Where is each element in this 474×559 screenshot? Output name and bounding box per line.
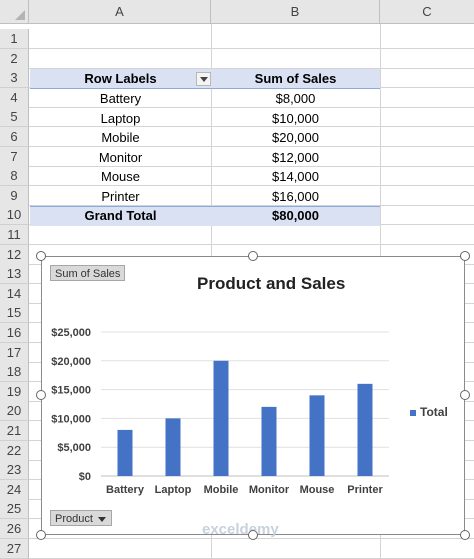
x-tick-label: Printer bbox=[347, 484, 383, 496]
x-tick-label: Laptop bbox=[155, 484, 192, 496]
pivot-row-value: $14,000 bbox=[272, 169, 319, 185]
row-labels-filter-button[interactable] bbox=[196, 72, 211, 86]
pivot-row-value: $20,000 bbox=[272, 130, 319, 146]
pivot-row-value: $8,000 bbox=[275, 91, 316, 106]
x-tick-label: Mobile bbox=[204, 484, 239, 496]
chart-title[interactable]: Product and Sales bbox=[197, 274, 346, 293]
legend-label[interactable]: Total bbox=[420, 405, 448, 419]
pivot-total-row bbox=[30, 206, 380, 226]
pivot-row-label: Mouse bbox=[100, 169, 141, 185]
y-tick-label: $15,000 bbox=[51, 385, 91, 397]
bar-printer[interactable] bbox=[357, 383, 373, 476]
row-gridline bbox=[29, 146, 474, 147]
y-tick-label: $25,000 bbox=[51, 327, 91, 339]
legend-swatch bbox=[410, 410, 416, 416]
row-header-20[interactable]: 20 bbox=[0, 401, 29, 422]
pivot-row-value: $12,000 bbox=[272, 149, 319, 165]
pivot-chart[interactable]: Sum of Sales Product and Sales $0 $5,000 $… bbox=[41, 256, 465, 538]
row-header-13[interactable]: 13 bbox=[0, 264, 29, 285]
pivot-row-label: Mobile bbox=[101, 130, 140, 146]
resize-handle[interactable] bbox=[460, 530, 470, 540]
row-header-11[interactable]: 11 bbox=[0, 225, 29, 245]
bar-monitor[interactable] bbox=[261, 406, 277, 476]
resize-handle[interactable] bbox=[460, 390, 470, 400]
pivot-total-label: Grand Total bbox=[84, 208, 157, 223]
row-header-16[interactable]: 16 bbox=[0, 323, 29, 343]
row-header-7[interactable]: 7 bbox=[0, 146, 29, 167]
bar-mobile[interactable] bbox=[213, 360, 229, 476]
row-header-19[interactable]: 19 bbox=[0, 381, 29, 402]
product-field-label: Product bbox=[55, 513, 93, 525]
row-gridline bbox=[29, 126, 474, 128]
pivot-row-value: $10,000 bbox=[272, 110, 319, 126]
pivot-value-header: Sum of Sales bbox=[254, 71, 337, 86]
row-header-23[interactable]: 23 bbox=[0, 460, 29, 481]
row-gridline bbox=[29, 48, 474, 49]
bar-battery[interactable] bbox=[117, 429, 133, 476]
row-header-4[interactable]: 4 bbox=[0, 87, 29, 108]
row-header-21[interactable]: 21 bbox=[0, 421, 29, 441]
sum-of-sales-field-button[interactable]: Sum of Sales bbox=[50, 265, 126, 281]
row-header-9[interactable]: 9 bbox=[0, 185, 29, 206]
column-header-b[interactable]: B bbox=[211, 0, 380, 24]
x-tick-label: Monitor bbox=[249, 484, 290, 496]
row-header-26[interactable]: 26 bbox=[0, 519, 29, 539]
row-gridline bbox=[29, 204, 474, 206]
row-gridline bbox=[29, 185, 474, 187]
row-header-25[interactable]: 25 bbox=[0, 499, 29, 520]
row-gridline bbox=[29, 165, 474, 167]
row-header-10[interactable]: 10 bbox=[0, 205, 29, 226]
y-tick-label: $0 bbox=[79, 471, 91, 483]
column-header-a[interactable]: A bbox=[29, 0, 211, 24]
x-tick-label: Battery bbox=[106, 484, 145, 496]
pivot-row-label: Battery bbox=[99, 91, 142, 106]
resize-handle[interactable] bbox=[248, 251, 258, 261]
resize-handle[interactable] bbox=[36, 251, 46, 261]
x-tick-label: Mouse bbox=[300, 484, 335, 496]
y-tick-label: $5,000 bbox=[57, 442, 91, 454]
row-header-2[interactable]: 2 bbox=[0, 48, 29, 69]
chart-plot-area[interactable]: $0 $5,000 $10,000 $15,000 $20,000 $25,000 Batt… bbox=[41, 256, 465, 535]
bar-mouse[interactable] bbox=[309, 395, 325, 476]
pivot-total-value: $80,000 bbox=[272, 208, 319, 223]
y-tick-label: $10,000 bbox=[51, 413, 91, 425]
pivot-row-label: Printer bbox=[101, 189, 140, 204]
resize-handle[interactable] bbox=[248, 530, 258, 540]
resize-handle[interactable] bbox=[36, 390, 46, 400]
resize-handle[interactable] bbox=[36, 530, 46, 540]
column-header-c[interactable]: C bbox=[380, 0, 474, 24]
row-header-3[interactable]: 3 bbox=[0, 68, 29, 89]
select-all-corner[interactable] bbox=[0, 0, 29, 24]
row-gridline bbox=[29, 244, 474, 245]
pivot-row-value: $16,000 bbox=[272, 189, 319, 204]
pivot-row-label: Laptop bbox=[100, 110, 141, 126]
bar-laptop[interactable] bbox=[165, 418, 181, 476]
resize-handle[interactable] bbox=[460, 251, 470, 261]
row-header-22[interactable]: 22 bbox=[0, 440, 29, 461]
row-header-24[interactable]: 24 bbox=[0, 479, 29, 500]
row-gridline bbox=[29, 106, 474, 108]
select-all-triangle-icon bbox=[15, 10, 25, 20]
pivot-row-label: Monitor bbox=[98, 149, 143, 165]
row-gridline bbox=[29, 557, 474, 559]
y-tick-label: $20,000 bbox=[51, 356, 91, 368]
row-header-8[interactable]: 8 bbox=[0, 166, 29, 187]
row-header-18[interactable]: 18 bbox=[0, 362, 29, 383]
chevron-down-icon bbox=[97, 517, 106, 522]
row-header-17[interactable]: 17 bbox=[0, 342, 29, 363]
row-header-27[interactable]: 27 bbox=[0, 538, 29, 559]
row-header-15[interactable]: 15 bbox=[0, 303, 29, 324]
row-gridline bbox=[29, 67, 474, 69]
watermark-logo: exceldemy bbox=[202, 521, 279, 538]
row-header-12[interactable]: 12 bbox=[0, 244, 29, 265]
row-header-1[interactable]: 1 bbox=[0, 29, 29, 49]
row-header-6[interactable]: 6 bbox=[0, 127, 29, 147]
pivot-row-labels-header: Row Labels bbox=[84, 71, 157, 86]
row-header-14[interactable]: 14 bbox=[0, 283, 29, 304]
product-field-button[interactable]: Product bbox=[50, 510, 112, 526]
row-header-5[interactable]: 5 bbox=[0, 107, 29, 128]
